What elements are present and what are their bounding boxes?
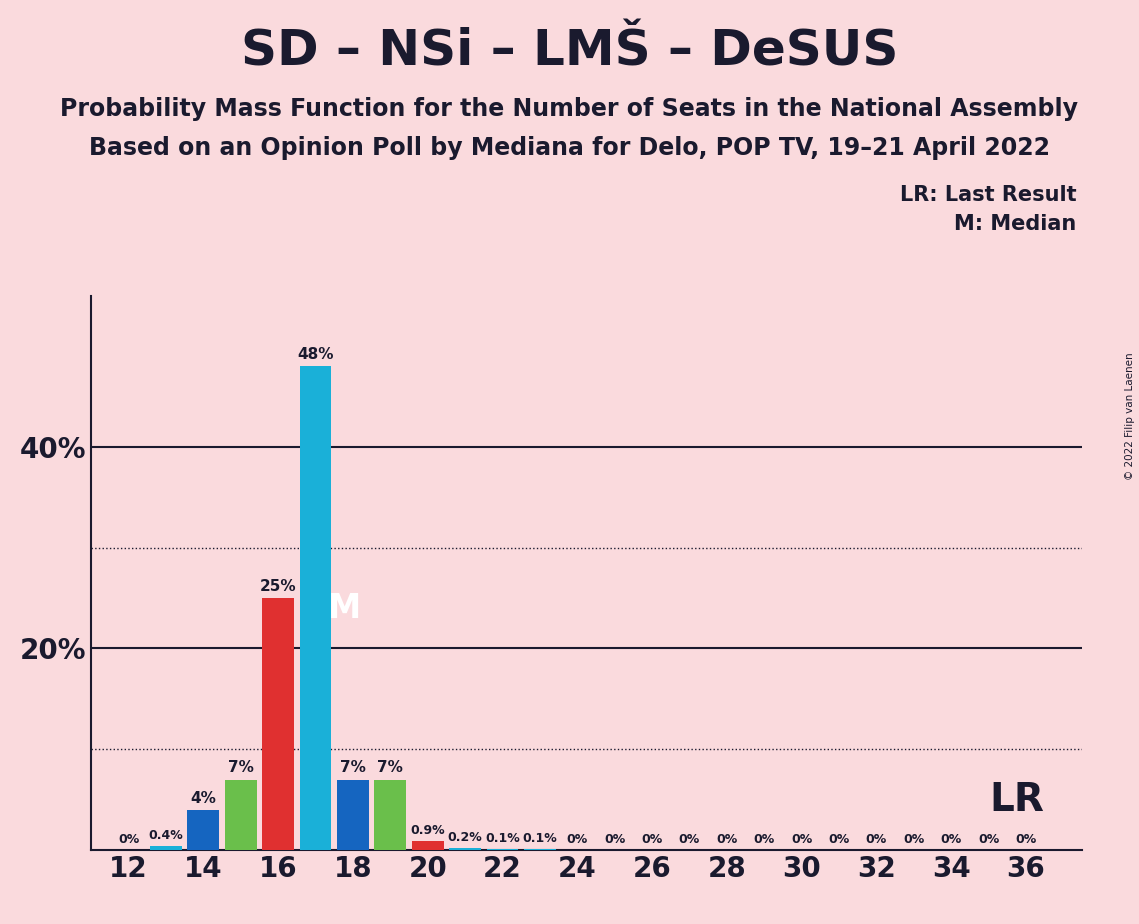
Text: 0%: 0% [118, 833, 139, 846]
Text: 0.9%: 0.9% [410, 824, 445, 837]
Bar [300, 366, 331, 850]
Text: © 2022 Filip van Laenen: © 2022 Filip van Laenen [1125, 352, 1134, 480]
Bar [449, 848, 481, 850]
Text: 0%: 0% [679, 833, 700, 846]
Text: 0.1%: 0.1% [523, 832, 557, 845]
Text: 0%: 0% [716, 833, 737, 846]
Text: 0.1%: 0.1% [485, 832, 519, 845]
Text: M: Median: M: Median [954, 214, 1076, 235]
Text: 0%: 0% [941, 833, 961, 846]
Bar [486, 849, 518, 850]
Text: 4%: 4% [190, 791, 216, 806]
Bar [412, 841, 443, 850]
Text: SD – NSi – LMŠ – DeSUS: SD – NSi – LMŠ – DeSUS [240, 28, 899, 76]
Text: 0%: 0% [604, 833, 625, 846]
Text: Based on an Opinion Poll by Mediana for Delo, POP TV, 19–21 April 2022: Based on an Opinion Poll by Mediana for … [89, 136, 1050, 160]
Bar [262, 598, 294, 850]
Text: 0%: 0% [641, 833, 663, 846]
Text: 48%: 48% [297, 347, 334, 362]
Bar [224, 780, 256, 850]
Text: 0%: 0% [978, 833, 999, 846]
Text: LR: LR [990, 781, 1044, 819]
Text: 0%: 0% [828, 833, 850, 846]
Text: 0%: 0% [866, 833, 887, 846]
Text: 0%: 0% [903, 833, 925, 846]
Text: 0.4%: 0.4% [148, 829, 183, 842]
Text: Probability Mass Function for the Number of Seats in the National Assembly: Probability Mass Function for the Number… [60, 97, 1079, 121]
Text: 0.2%: 0.2% [448, 831, 483, 844]
Text: 0%: 0% [754, 833, 775, 846]
Text: LR: Last Result: LR: Last Result [900, 185, 1076, 205]
Text: 7%: 7% [377, 760, 403, 775]
Text: M: M [327, 591, 361, 625]
Bar [188, 809, 219, 850]
Text: 0%: 0% [566, 833, 588, 846]
Bar [524, 849, 556, 850]
Text: 0%: 0% [1015, 833, 1036, 846]
Bar [337, 780, 369, 850]
Bar [150, 846, 182, 850]
Text: 7%: 7% [339, 760, 366, 775]
Text: 25%: 25% [260, 579, 296, 594]
Text: 0%: 0% [790, 833, 812, 846]
Bar [375, 780, 407, 850]
Text: 7%: 7% [228, 760, 254, 775]
